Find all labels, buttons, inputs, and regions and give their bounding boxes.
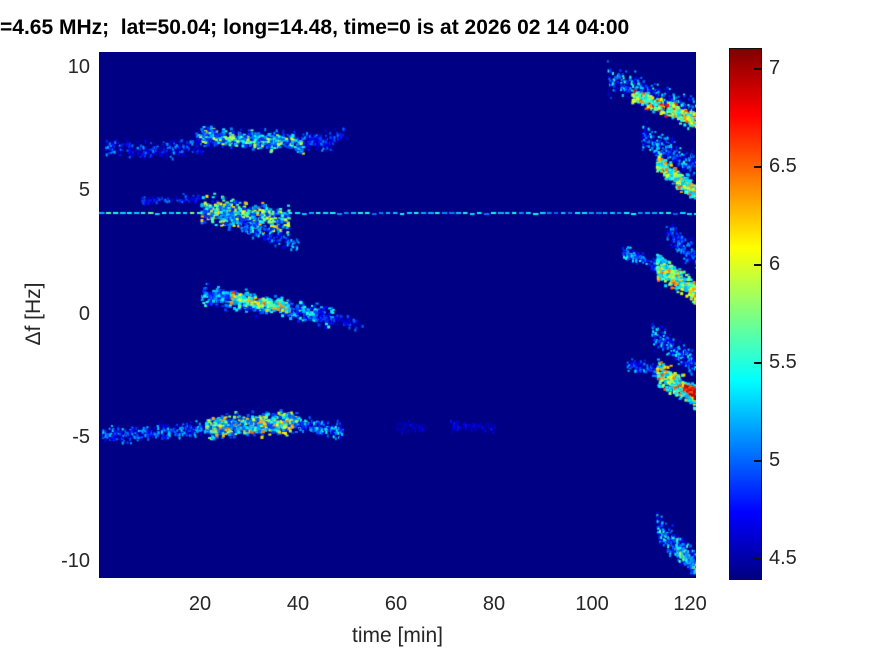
x-tick-label: 80 [482,593,506,615]
colorbar-tick-mark [754,558,761,561]
figure-title: =4.65 MHz; lat=50.04; long=14.48, time=0… [0,16,630,39]
colorbar-tick-mark [754,165,761,168]
colorbar-tick-label: 6.5 [769,154,797,177]
y-tick-label: -10 [61,549,90,572]
spectrogram-canvas [99,52,696,578]
y-tick-label: 10 [67,55,90,78]
y-tick-label: -5 [72,426,90,449]
x-tick-label: 20 [188,593,212,615]
colorbar-gradient [729,48,762,580]
colorbar-tick-label: 5.5 [769,351,797,374]
colorbar-tick-mark [754,362,761,365]
y-axis-label: Δf [Hz] [22,282,45,346]
x-tick-label: 100 [575,593,609,615]
colorbar-tick-mark [754,67,761,70]
colorbar-tick-label: 6 [769,252,781,275]
x-tick-label: 120 [673,593,707,615]
x-axis-label: time [min] [351,624,443,647]
colorbar-tick-label: 5 [769,449,781,472]
y-tick-label: 5 [78,179,90,202]
y-tick-label: 0 [78,302,90,325]
colorbar-tick-mark [754,460,761,463]
colorbar-tick-label: 7 [769,56,781,79]
colorbar-tick-label: 4.5 [769,547,797,570]
x-tick-label: 40 [286,593,310,615]
colorbar-tick-mark [754,263,761,266]
x-tick-label: 60 [384,593,408,615]
